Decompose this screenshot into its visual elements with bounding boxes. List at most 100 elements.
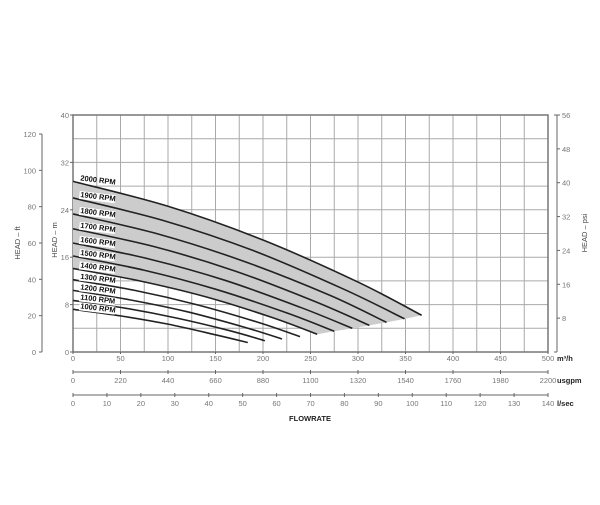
ft-tick-label: 40	[28, 275, 36, 284]
curve-label-bg	[78, 261, 116, 274]
curve-label: 1300 RPM	[80, 272, 116, 285]
psi-tick-label: 8	[562, 314, 566, 323]
curve-label: 1500 RPM	[80, 248, 116, 261]
x-tick-label: 500	[542, 354, 555, 363]
curve-label-bg	[78, 293, 116, 306]
curve-1300-rpm	[72, 278, 301, 338]
ft-axis-title: HEAD – ft	[13, 225, 22, 259]
x-tick-label: 0	[71, 399, 75, 408]
curve-label-bg	[78, 190, 116, 204]
x-tick-label: 50	[238, 399, 246, 408]
curve-label-bg	[78, 235, 116, 249]
curve-1700-rpm	[72, 227, 370, 327]
curve-label: 1700 RPM	[80, 221, 116, 234]
x-tick-label: 1320	[350, 376, 367, 385]
ft-tick-label: 120	[23, 130, 36, 139]
x-tick-label: 30	[171, 399, 179, 408]
x-tick-label: 300	[352, 354, 365, 363]
x-tick-label: 10	[103, 399, 111, 408]
psi-axis-title: HEAD – psi	[580, 213, 589, 252]
curve-label: 1900 RPM	[80, 190, 116, 203]
x-tick-label: 1100	[302, 376, 318, 385]
x-tick-label: 1540	[397, 376, 414, 385]
curve-label-bg	[78, 272, 116, 285]
psi-tick-label: 40	[562, 179, 570, 188]
m-tick-label: 24	[61, 206, 69, 215]
curve-label: 1600 RPM	[80, 235, 116, 248]
curve-1600-rpm	[72, 242, 353, 330]
curve-label: 2000 RPM	[80, 173, 116, 186]
m-tick-label: 8	[65, 301, 69, 310]
ft-tick-label: 20	[28, 312, 36, 321]
x-tick-label: 2200	[540, 376, 557, 385]
m-tick-label: 16	[61, 253, 69, 262]
x-tick-label: 90	[374, 399, 382, 408]
curve-1000-rpm	[72, 308, 248, 344]
curve-label: 1200 RPM	[80, 282, 116, 295]
ft-tick-label: 80	[28, 203, 36, 212]
x-tick-label: 100	[162, 354, 175, 363]
x-tick-label: 400	[447, 354, 460, 363]
x-tick-label: 150	[209, 354, 222, 363]
curve-1400-rpm	[72, 267, 318, 335]
x-tick-label: 0	[71, 376, 75, 385]
m-axis-title: HEAD – m	[50, 222, 59, 257]
psi-tick-label: 24	[562, 246, 570, 255]
m-tick-label: 32	[61, 158, 69, 167]
x-axis-unit: l/sec	[557, 399, 574, 408]
x-tick-label: 80	[340, 399, 348, 408]
x-tick-label: 440	[162, 376, 175, 385]
psi-tick-label: 48	[562, 145, 570, 154]
x-tick-label: 70	[306, 399, 314, 408]
x-axis-title: FLOWRATE	[289, 414, 331, 423]
curves	[72, 180, 423, 344]
curve-1900-rpm	[72, 197, 405, 320]
x-tick-label: 110	[440, 399, 452, 408]
x-tick-label: 100	[406, 399, 419, 408]
curve-label-bg	[78, 206, 116, 220]
m-tick-label: 40	[61, 111, 69, 120]
curve-label: 1400 RPM	[80, 261, 116, 274]
x-tick-label: 50	[116, 354, 124, 363]
x-axis-unit: usgpm	[557, 376, 582, 385]
curve-1800-rpm	[72, 213, 387, 324]
x-tick-label: 200	[257, 354, 270, 363]
x-tick-label: 120	[474, 399, 487, 408]
shaded-band-area	[73, 181, 422, 335]
curve-label-bg	[78, 302, 116, 315]
x-tick-label: 1980	[492, 376, 509, 385]
curve-1500-rpm	[72, 255, 335, 333]
psi-tick-label: 32	[562, 213, 570, 222]
ft-tick-label: 100	[23, 166, 36, 175]
x-tick-label: 0	[71, 354, 75, 363]
curve-label-bg	[78, 283, 116, 296]
x-tick-label: 660	[209, 376, 222, 385]
ft-tick-label: 60	[28, 239, 36, 248]
curve-1100-rpm	[72, 299, 266, 342]
curve-label: 1800 RPM	[80, 206, 116, 219]
x-tick-label: 880	[257, 376, 270, 385]
curve-1200-rpm	[72, 289, 283, 340]
curve-label: 1000 RPM	[80, 301, 116, 314]
x-tick-label: 220	[114, 376, 127, 385]
x-tick-label: 350	[399, 354, 412, 363]
psi-tick-label: 56	[562, 111, 570, 120]
psi-tick-label: 16	[562, 280, 570, 289]
x-tick-label: 250	[304, 354, 317, 363]
curve-label: 1100 RPM	[80, 293, 116, 306]
curve-label-bg	[78, 248, 116, 262]
x-tick-label: 20	[137, 399, 145, 408]
x-axis-unit: m³/h	[557, 354, 573, 363]
x-tick-label: 140	[542, 399, 555, 408]
x-tick-label: 450	[494, 354, 507, 363]
x-tick-label: 130	[508, 399, 521, 408]
curve-label-bg	[78, 221, 116, 235]
x-tick-label: 1760	[445, 376, 462, 385]
shaded-band	[73, 181, 422, 335]
x-tick-label: 60	[272, 399, 280, 408]
curve-2000-rpm	[72, 180, 423, 316]
ft-tick-label: 0	[32, 348, 36, 357]
